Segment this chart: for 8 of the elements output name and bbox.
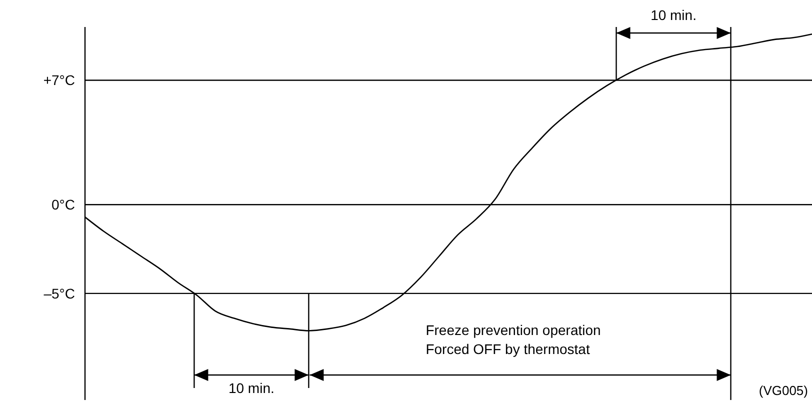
annotation: Forced OFF by thermostat [426,341,590,357]
text: 10 min. [650,7,696,23]
annotation: (VG005) [758,383,808,398]
y-tick-label: –5°C [44,285,75,302]
annotation: 10 min. [228,380,274,396]
y-tick-label: +7°C [43,72,75,88]
annotation: Freeze prevention operation [426,322,601,338]
y-tick-label: 0°C [52,196,75,213]
